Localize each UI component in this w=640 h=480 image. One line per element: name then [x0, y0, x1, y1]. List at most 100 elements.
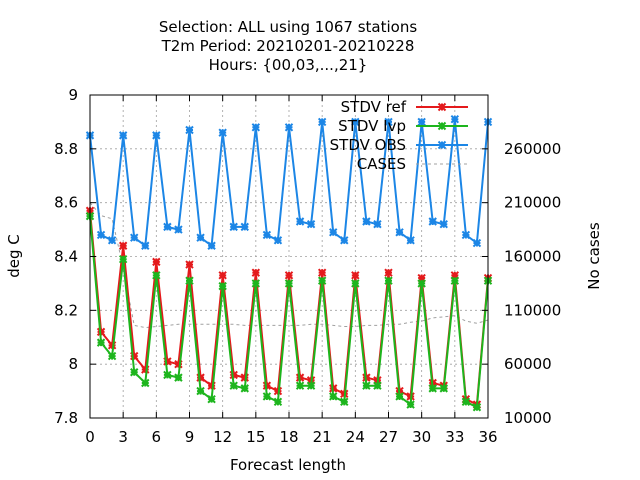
- y-tick-label: 7.8: [54, 409, 78, 427]
- data-point: [461, 397, 471, 407]
- data-point: [251, 123, 261, 132]
- data-point: [240, 222, 249, 232]
- data-point: [417, 117, 426, 127]
- y-tick-label: 8.6: [54, 194, 78, 212]
- data-point: [329, 228, 338, 237]
- data-point: [472, 238, 482, 248]
- data-point: [141, 241, 150, 250]
- data-point: [306, 219, 316, 229]
- y2-axis-label: No cases: [585, 222, 603, 290]
- y-tick-label: 8.4: [54, 248, 78, 266]
- x-tick-label: 12: [213, 428, 232, 446]
- y2-tick-label: 60000: [504, 355, 552, 373]
- data-point: [373, 381, 382, 390]
- x-tick-label: 30: [412, 428, 431, 446]
- data-point: [439, 384, 448, 393]
- data-point: [130, 368, 139, 377]
- data-point: [262, 392, 272, 401]
- data-point: [196, 386, 205, 396]
- data-point: [96, 338, 106, 347]
- chart-title: Selection: ALL using 1067 stations T2m P…: [159, 18, 418, 74]
- data-point: [351, 117, 360, 127]
- y2-tick-label: 210000: [504, 194, 561, 212]
- y-tick-label: 8: [68, 355, 78, 373]
- legend-marker: [437, 102, 447, 112]
- data-point: [107, 351, 117, 361]
- y-axis-label: deg C: [5, 234, 23, 278]
- data-point: [218, 128, 227, 137]
- data-point: [284, 123, 294, 132]
- data-point: [185, 260, 194, 269]
- series-stdv-obs: [85, 115, 493, 250]
- data-point: [240, 373, 249, 382]
- y-tick-label: 9: [68, 86, 78, 104]
- x-tick-label: 36: [478, 428, 497, 446]
- legend-item: STDV ref: [341, 98, 468, 116]
- data-point: [152, 257, 161, 267]
- y2-tick-label: 110000: [504, 301, 561, 319]
- y-tick-label: 8.8: [54, 140, 78, 158]
- data-point: [373, 219, 382, 229]
- x-tick-label: 15: [246, 428, 265, 446]
- title-line-3: Hours: {00,03,...,21}: [209, 56, 368, 74]
- data-point: [251, 279, 261, 288]
- data-point: [196, 373, 205, 382]
- y2-tick-label: 260000: [504, 140, 561, 158]
- data-point: [152, 131, 161, 140]
- y2-tick-label: 10000: [504, 409, 552, 427]
- data-point: [273, 397, 283, 407]
- data-point: [218, 271, 227, 280]
- data-point: [329, 392, 338, 401]
- data-point: [118, 131, 128, 140]
- x-axis-label: Forecast length: [230, 456, 346, 474]
- data-point: [174, 373, 183, 382]
- data-point: [141, 378, 150, 388]
- data-point: [152, 271, 161, 280]
- data-point: [229, 222, 238, 232]
- legend-item: STDV OBS: [330, 136, 468, 154]
- data-point: [118, 254, 128, 264]
- title-line-2: T2m Period: 20210201-20210228: [161, 37, 415, 55]
- legend-label: STDV ref: [341, 98, 407, 116]
- data-point: [141, 365, 150, 374]
- x-tick-label: 6: [152, 428, 162, 446]
- data-point: [229, 370, 238, 380]
- series-stdv-ivp: [85, 211, 493, 412]
- data-point: [406, 400, 415, 409]
- data-point: [317, 268, 327, 277]
- data-point: [130, 233, 139, 242]
- data-point: [207, 394, 216, 404]
- legend-marker: [437, 121, 447, 131]
- data-point: [163, 357, 172, 366]
- data-point: [450, 271, 460, 280]
- data-point: [417, 273, 426, 283]
- data-point: [163, 222, 172, 232]
- data-point: [273, 236, 283, 245]
- data-point: [240, 384, 249, 393]
- data-point: [384, 117, 393, 127]
- x-tick-label: 33: [445, 428, 464, 446]
- data-point: [351, 279, 360, 288]
- data-point: [351, 271, 360, 280]
- data-point: [439, 219, 448, 229]
- data-point: [450, 276, 460, 285]
- data-point: [317, 117, 327, 127]
- data-point: [207, 381, 216, 390]
- data-point: [174, 359, 183, 369]
- legend-label: CASES: [357, 155, 406, 173]
- data-point: [96, 230, 106, 240]
- x-tick-label: 3: [118, 428, 128, 446]
- data-point: [262, 230, 272, 240]
- data-point: [395, 228, 404, 237]
- data-point: [174, 225, 183, 234]
- data-point: [362, 381, 371, 390]
- legend-item: STDV Ivp: [338, 117, 468, 135]
- x-tick-label: 18: [279, 428, 298, 446]
- series-layer: [85, 115, 493, 412]
- data-point: [395, 392, 404, 401]
- y2-tick-label: 160000: [504, 248, 561, 266]
- data-point: [284, 271, 294, 280]
- y-axis-ticks: 7.8 8 8.2 8.4 8.6 8.8 9: [54, 86, 96, 427]
